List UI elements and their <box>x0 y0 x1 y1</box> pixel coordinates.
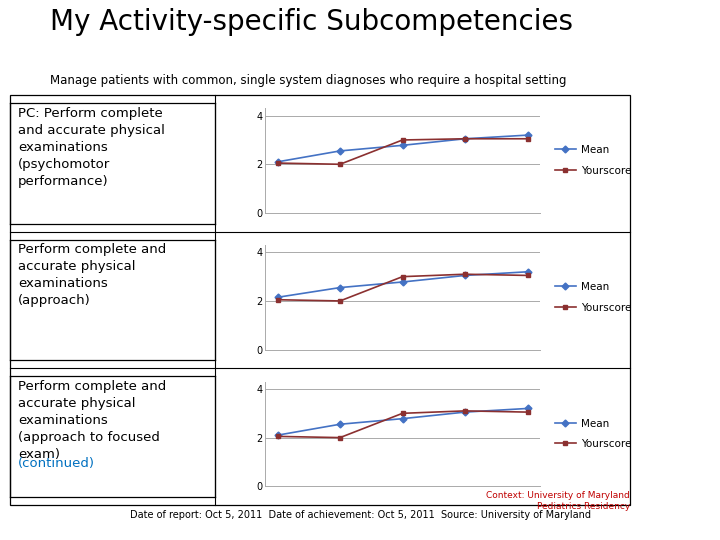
Text: Manage patients with common, single system diagnoses who require a hospital sett: Manage patients with common, single syst… <box>50 74 567 87</box>
Text: Context: University of Maryland
Pediatrics Residency: Context: University of Maryland Pediatri… <box>486 491 630 511</box>
Text: (continued): (continued) <box>18 457 95 470</box>
Yourscore <box>523 136 532 142</box>
Line: Yourscore: Yourscore <box>275 408 530 440</box>
Mean <box>336 285 344 291</box>
Mean <box>336 421 344 428</box>
Legend: Mean, Yourscore: Mean, Yourscore <box>551 414 636 454</box>
Line: Mean: Mean <box>275 133 530 164</box>
Mean <box>461 409 469 415</box>
Yourscore <box>273 160 282 166</box>
Mean <box>398 142 407 149</box>
Line: Mean: Mean <box>275 406 530 437</box>
Yourscore <box>336 161 344 167</box>
Mean <box>523 268 532 275</box>
Yourscore <box>398 137 407 143</box>
Yourscore <box>398 410 407 416</box>
Yourscore <box>523 272 532 279</box>
Line: Yourscore: Yourscore <box>275 272 530 303</box>
Mean <box>273 159 282 165</box>
Yourscore <box>523 409 532 415</box>
Mean <box>461 136 469 142</box>
Yourscore <box>398 273 407 280</box>
Mean <box>398 415 407 422</box>
Line: Yourscore: Yourscore <box>275 136 530 167</box>
Yourscore <box>273 433 282 440</box>
Yourscore <box>461 136 469 142</box>
Text: Date of report: Oct 5, 2011  Date of achievement: Oct 5, 2011  Source: Universit: Date of report: Oct 5, 2011 Date of achi… <box>130 510 590 520</box>
Line: Mean: Mean <box>275 269 530 300</box>
Mean <box>273 294 282 301</box>
Yourscore <box>336 434 344 441</box>
Mean <box>461 272 469 279</box>
Yourscore <box>461 271 469 278</box>
Mean <box>336 147 344 154</box>
Text: PC: Perform complete
and accurate physical
examinations
(psychomotor
performance: PC: Perform complete and accurate physic… <box>18 106 165 187</box>
Yourscore <box>336 298 344 304</box>
Text: Perform complete and
accurate physical
examinations
(approach to focused
exam): Perform complete and accurate physical e… <box>18 380 166 461</box>
Mean <box>273 432 282 438</box>
Text: Perform complete and
accurate physical
examinations
(approach): Perform complete and accurate physical e… <box>18 244 166 307</box>
Yourscore <box>461 408 469 414</box>
Mean <box>398 279 407 285</box>
Mean <box>523 132 532 138</box>
Mean <box>523 405 532 411</box>
Legend: Mean, Yourscore: Mean, Yourscore <box>551 141 636 180</box>
Text: My Activity-specific Subcompetencies: My Activity-specific Subcompetencies <box>50 8 573 36</box>
Yourscore <box>273 296 282 303</box>
Legend: Mean, Yourscore: Mean, Yourscore <box>551 278 636 317</box>
